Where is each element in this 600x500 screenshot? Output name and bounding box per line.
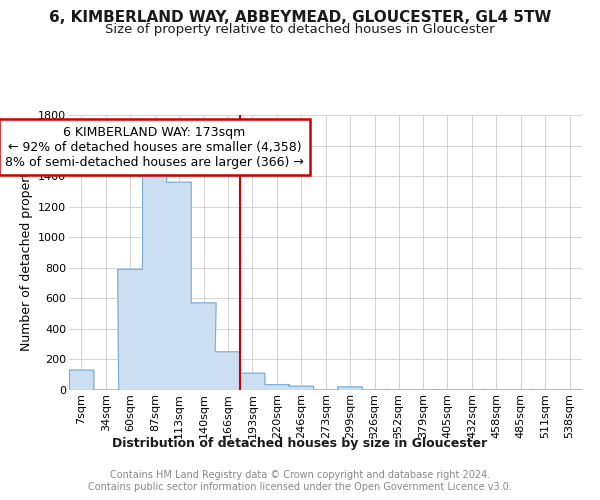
Text: Distribution of detached houses by size in Gloucester: Distribution of detached houses by size … bbox=[112, 438, 488, 450]
Text: 6 KIMBERLAND WAY: 173sqm
← 92% of detached houses are smaller (4,358)
8% of semi: 6 KIMBERLAND WAY: 173sqm ← 92% of detach… bbox=[5, 126, 304, 168]
Text: Contains HM Land Registry data © Crown copyright and database right 2024.
Contai: Contains HM Land Registry data © Crown c… bbox=[88, 470, 512, 492]
Polygon shape bbox=[69, 167, 582, 390]
Text: Size of property relative to detached houses in Gloucester: Size of property relative to detached ho… bbox=[105, 22, 495, 36]
Y-axis label: Number of detached properties: Number of detached properties bbox=[20, 154, 32, 351]
Text: 6, KIMBERLAND WAY, ABBEYMEAD, GLOUCESTER, GL4 5TW: 6, KIMBERLAND WAY, ABBEYMEAD, GLOUCESTER… bbox=[49, 10, 551, 25]
